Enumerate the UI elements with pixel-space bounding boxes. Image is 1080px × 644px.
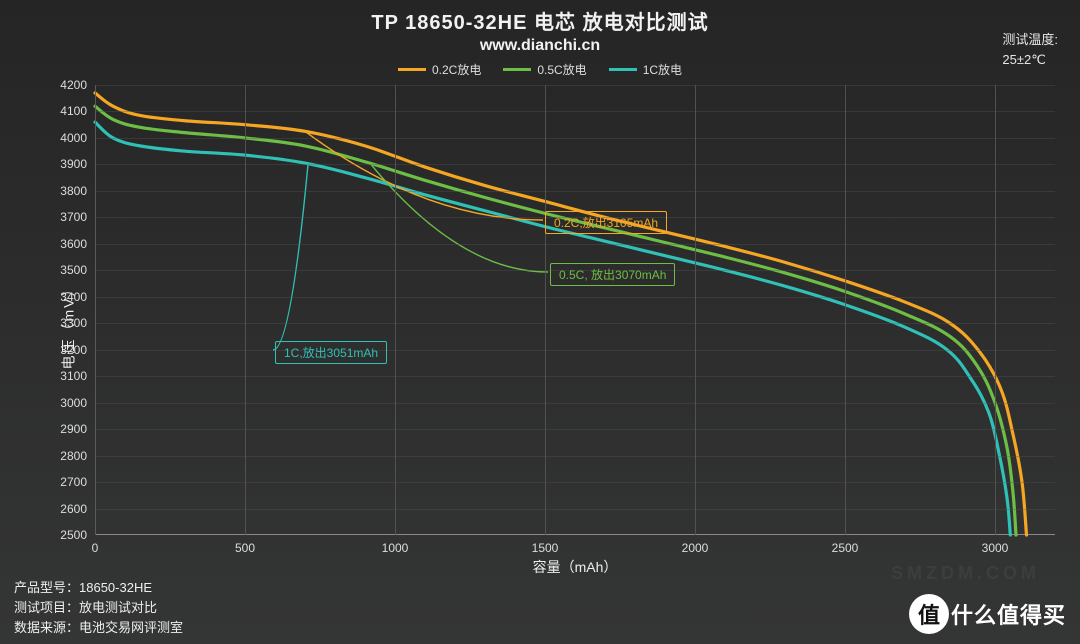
x-tick-label: 1500 — [532, 535, 559, 555]
grid-line — [95, 138, 1055, 139]
grid-line — [95, 429, 1055, 430]
temp-label: 测试温度: — [1002, 30, 1058, 50]
series-c05 — [95, 106, 1016, 535]
footer-meta: 产品型号：18650-32HE测试项目：放电测试对比数据来源：电池交易网评测室 — [14, 578, 183, 638]
grid-line — [695, 85, 696, 535]
grid-line — [95, 323, 1055, 324]
grid-line — [95, 509, 1055, 510]
callout-leader — [305, 131, 543, 220]
grid-line — [95, 403, 1055, 404]
footer-line: 产品型号：18650-32HE — [14, 578, 183, 598]
y-tick-label: 3700 — [60, 210, 95, 224]
plot-area: 容量（mAh） 05001000150020002500300025002600… — [95, 85, 1055, 535]
y-tick-label: 4200 — [60, 78, 95, 92]
grid-line — [95, 85, 96, 535]
y-tick-label: 3600 — [60, 237, 95, 251]
brand-text: 什么值得买 — [951, 598, 1066, 630]
callout-leader — [273, 164, 308, 350]
footer-line: 数据来源：电池交易网评测室 — [14, 618, 183, 638]
footer-label: 测试项目： — [14, 600, 79, 615]
footer-value: 放电测试对比 — [79, 600, 157, 615]
y-tick-label: 3900 — [60, 157, 95, 171]
footer-value: 电池交易网评测室 — [79, 620, 183, 635]
grid-line — [95, 191, 1055, 192]
brand-badge: 值 什么值得买 — [909, 594, 1066, 634]
grid-line — [95, 164, 1055, 165]
grid-line — [95, 244, 1055, 245]
x-tick-label: 2500 — [832, 535, 859, 555]
watermark: SMZDM.COM — [891, 563, 1040, 584]
y-tick-label: 3500 — [60, 263, 95, 277]
grid-line — [95, 350, 1055, 351]
temp-value: 25±2℃ — [1002, 50, 1058, 70]
grid-line — [95, 297, 1055, 298]
grid-line — [95, 111, 1055, 112]
series-c1 — [95, 122, 1010, 535]
y-tick-label: 3200 — [60, 343, 95, 357]
grid-line — [95, 85, 1055, 86]
y-tick-label: 2800 — [60, 449, 95, 463]
footer-label: 数据来源： — [14, 620, 79, 635]
y-tick-label: 4100 — [60, 104, 95, 118]
chart-title: TP 18650-32HE 电芯 放电对比测试 — [0, 6, 1080, 35]
footer-label: 产品型号： — [14, 580, 79, 595]
x-axis-label: 容量（mAh） — [533, 557, 618, 577]
y-tick-label: 4000 — [60, 131, 95, 145]
y-tick-label: 3400 — [60, 290, 95, 304]
y-tick-label: 2700 — [60, 475, 95, 489]
series-svg — [95, 85, 1055, 535]
chart-subtitle: www.dianchi.cn — [0, 37, 1080, 55]
footer-line: 测试项目：放电测试对比 — [14, 598, 183, 618]
y-tick-label: 3800 — [60, 184, 95, 198]
footer-value: 18650-32HE — [79, 580, 152, 595]
brand-circle-icon: 值 — [909, 594, 949, 634]
x-tick-label: 2000 — [682, 535, 709, 555]
y-tick-label: 2500 — [60, 528, 95, 542]
grid-line — [845, 85, 846, 535]
x-tick-label: 500 — [235, 535, 255, 555]
y-tick-label: 2600 — [60, 502, 95, 516]
y-tick-label: 2900 — [60, 422, 95, 436]
callout-label: 0.5C, 放出3070mAh — [550, 263, 675, 286]
y-tick-label: 3100 — [60, 369, 95, 383]
x-tick-label: 1000 — [382, 535, 409, 555]
grid-line — [95, 376, 1055, 377]
grid-line — [395, 85, 396, 535]
y-tick-label: 3300 — [60, 316, 95, 330]
callout-label: 0.2C,放出3105mAh — [545, 211, 667, 234]
y-tick-label: 3000 — [60, 396, 95, 410]
grid-line — [995, 85, 996, 535]
temperature-note: 测试温度: 25±2℃ — [1002, 30, 1058, 69]
grid-line — [95, 456, 1055, 457]
callout-label: 1C,放出3051mAh — [275, 341, 387, 364]
grid-line — [245, 85, 246, 535]
series-c02 — [95, 93, 1027, 535]
x-tick-label: 3000 — [982, 535, 1009, 555]
grid-line — [95, 482, 1055, 483]
plot-wrap: 电压（mV） 容量（mAh） 0500100015002000250030002… — [0, 70, 1080, 580]
grid-line — [545, 85, 546, 535]
